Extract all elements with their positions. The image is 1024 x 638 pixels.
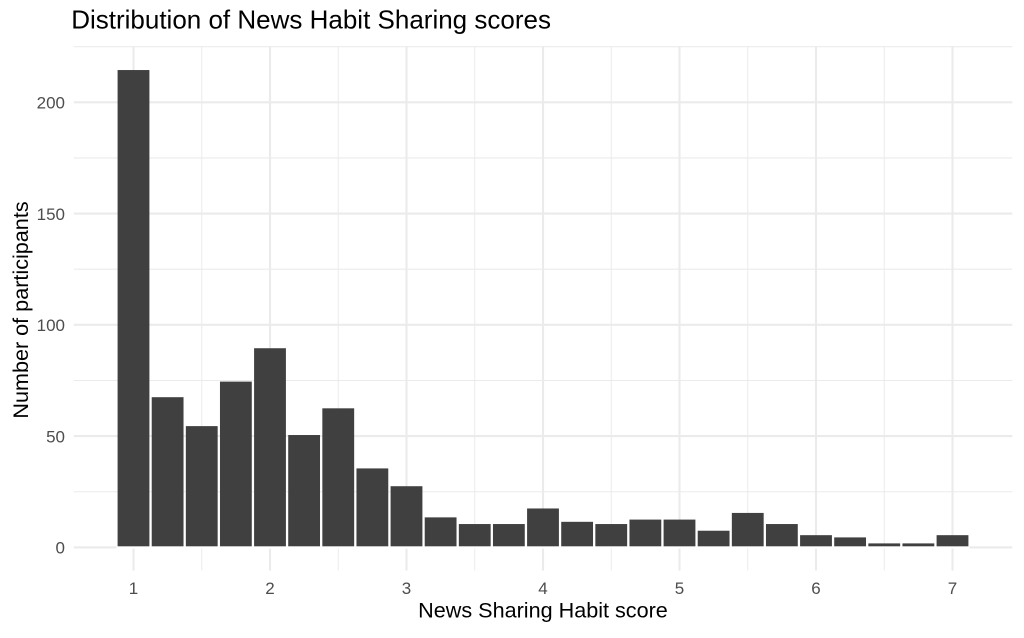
svg-text:1: 1 bbox=[129, 579, 138, 598]
svg-text:News Sharing Habit score: News Sharing Habit score bbox=[418, 598, 668, 623]
svg-text:100: 100 bbox=[37, 316, 65, 335]
svg-text:6: 6 bbox=[811, 579, 820, 598]
svg-text:Number of participants: Number of participants bbox=[8, 201, 33, 418]
svg-text:3: 3 bbox=[402, 579, 411, 598]
svg-text:0: 0 bbox=[56, 539, 65, 558]
svg-text:2: 2 bbox=[265, 579, 274, 598]
svg-text:5: 5 bbox=[675, 579, 684, 598]
svg-text:200: 200 bbox=[37, 94, 65, 113]
svg-text:150: 150 bbox=[37, 205, 65, 224]
svg-text:50: 50 bbox=[46, 427, 65, 446]
svg-text:Distribution of News Habit Sha: Distribution of News Habit Sharing score… bbox=[71, 4, 551, 34]
svg-text:4: 4 bbox=[538, 579, 547, 598]
svg-text:7: 7 bbox=[948, 579, 957, 598]
